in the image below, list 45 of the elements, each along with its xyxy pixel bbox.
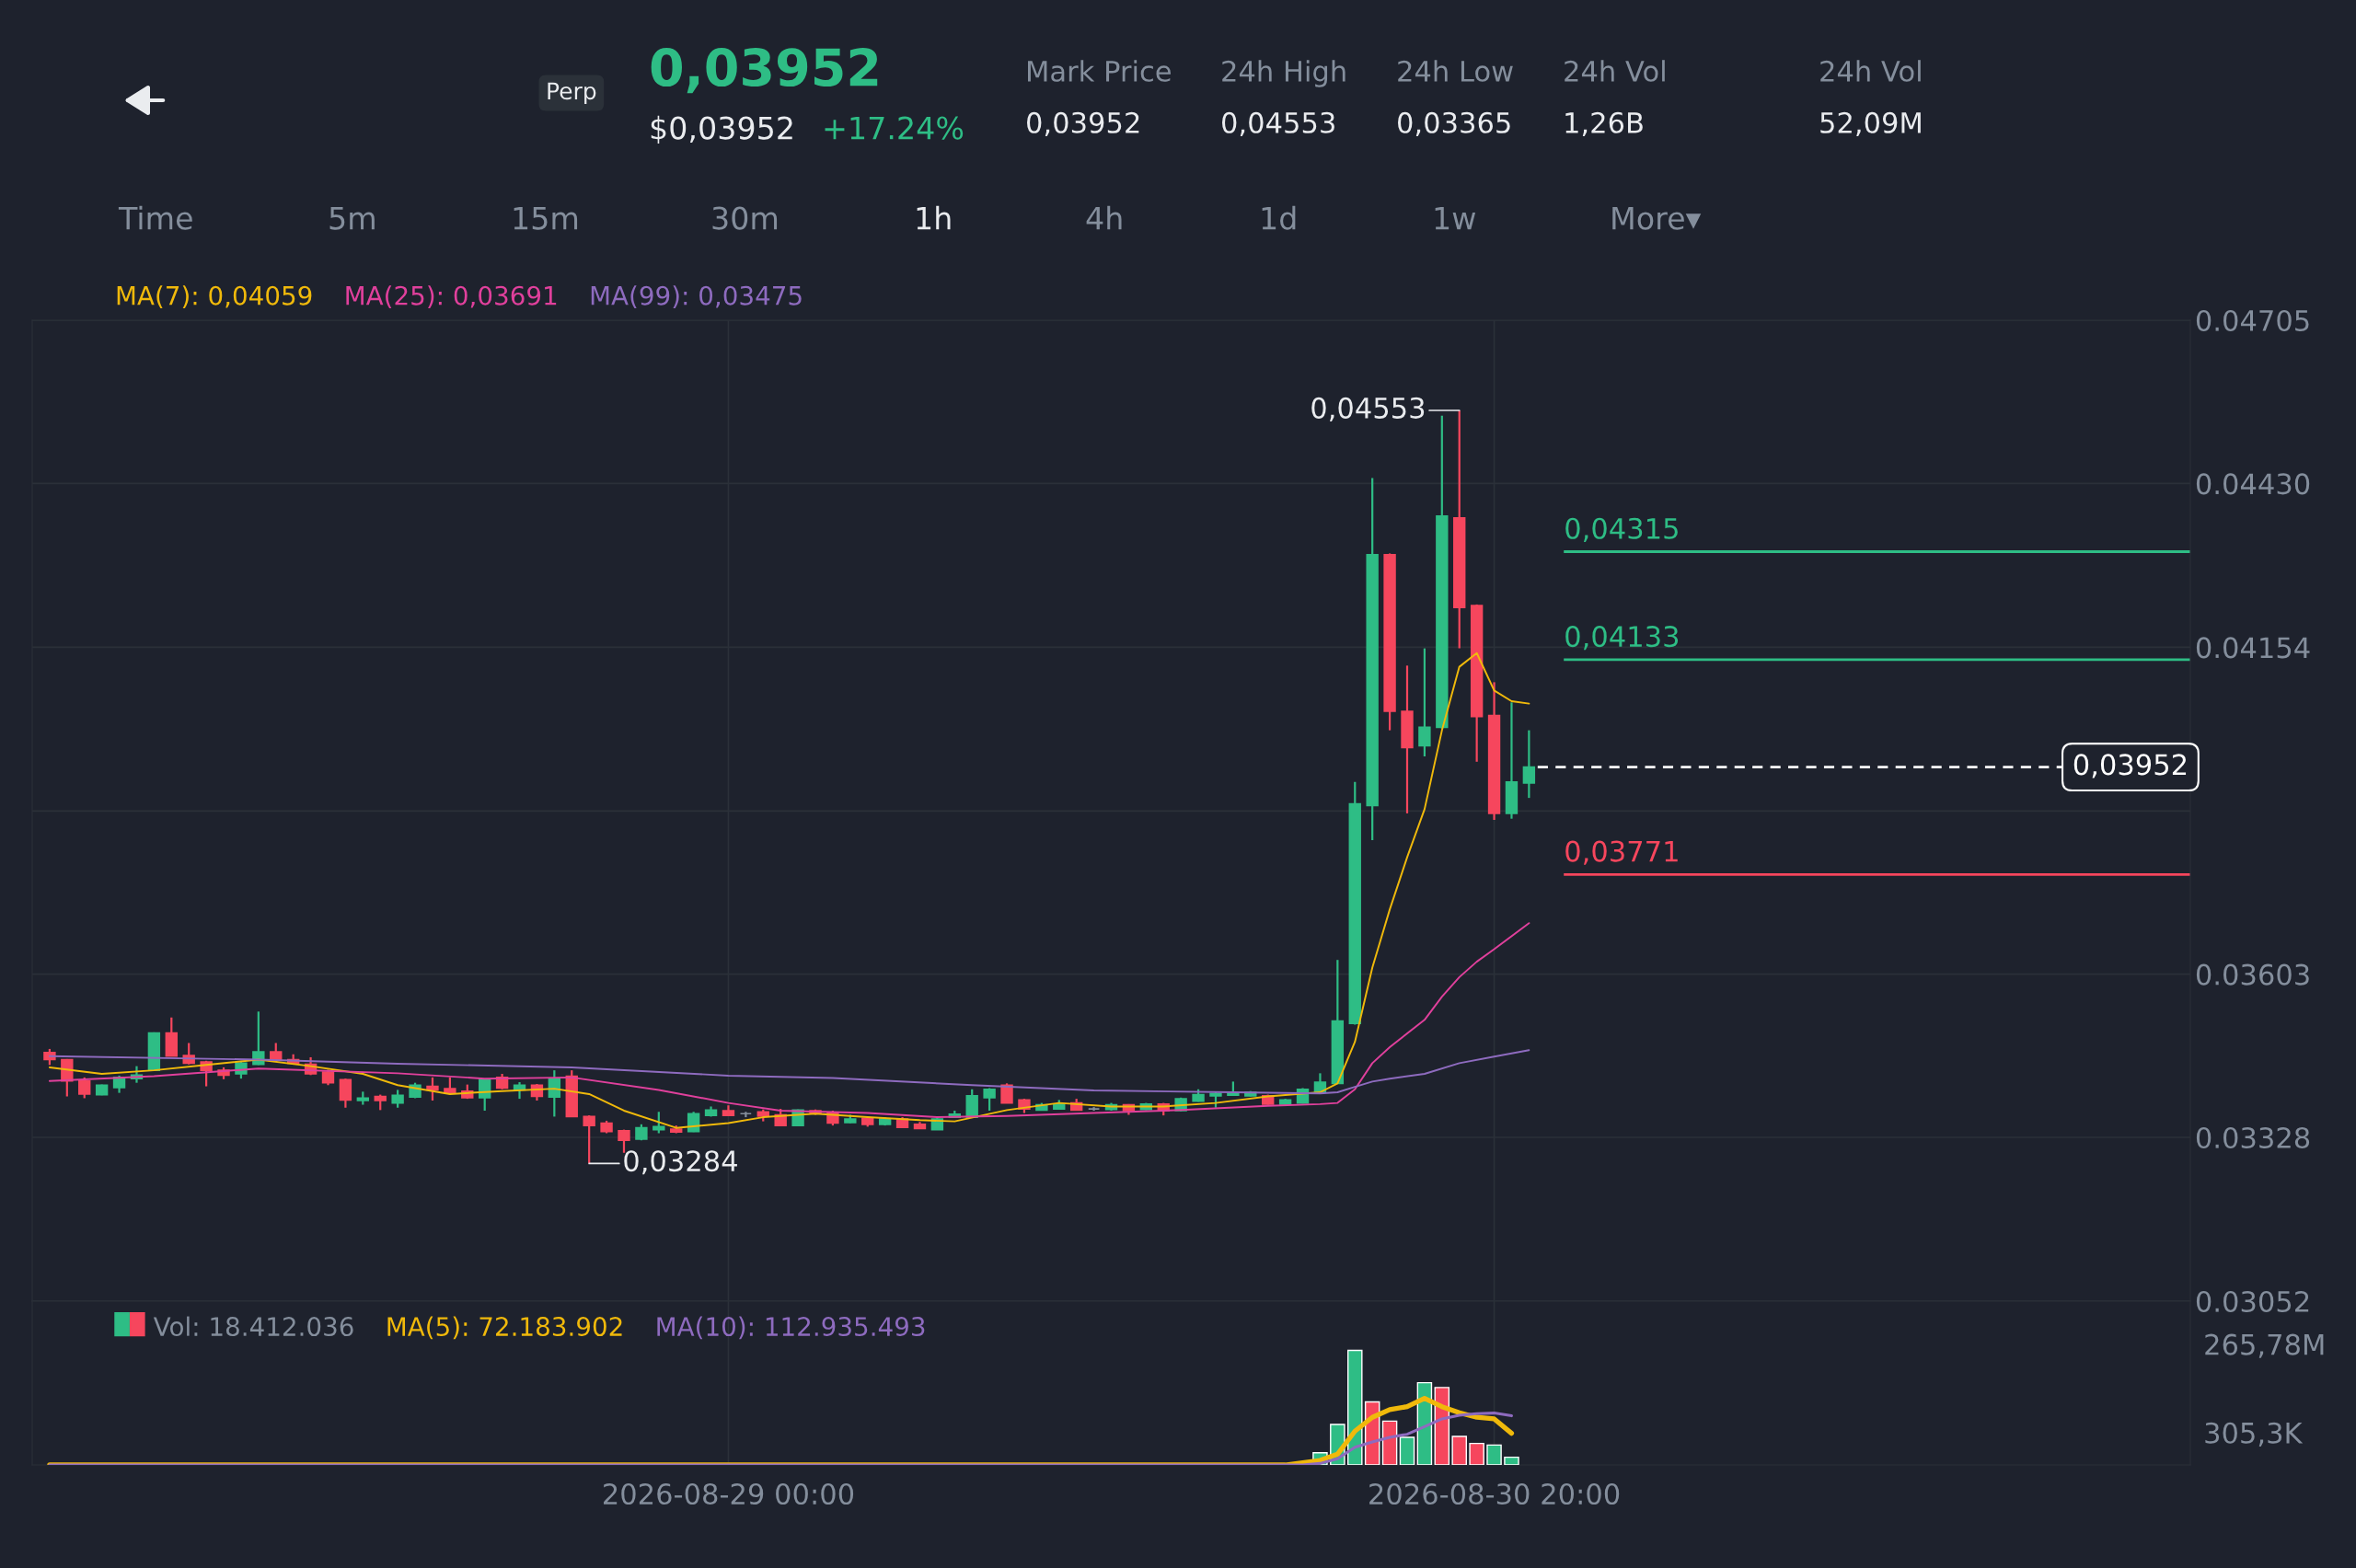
text: 1h xyxy=(917,205,951,230)
y-tick-label: 0.04154 xyxy=(2196,637,2310,659)
text: 0,04553 xyxy=(1222,111,1334,136)
x-tick-label: 2026-08-29 00:00 xyxy=(604,1482,854,1505)
text: MA(25): 0,03691 xyxy=(346,285,557,308)
text: 305,3K xyxy=(2205,1422,2304,1447)
ref-line-label: 0,03952 xyxy=(2073,754,2187,778)
text: MA(99): 0,03475 xyxy=(591,285,802,308)
text: 5m xyxy=(329,206,375,230)
y-tick-label: 0.03328 xyxy=(2196,1126,2310,1149)
text: MA(10): 112.935.493 xyxy=(657,1316,925,1340)
text: Time xyxy=(118,205,192,230)
text: 4h xyxy=(1086,205,1122,230)
ref-line-label: 0,04133 xyxy=(1565,626,1679,651)
text: MA(7): 0,04059 xyxy=(117,285,312,308)
text: 24h Vol xyxy=(1565,60,1665,82)
text: 1d xyxy=(1262,205,1296,230)
text: +17.24% xyxy=(825,116,964,140)
annotation: 0,04553 xyxy=(1311,397,1425,422)
text: 1,26B xyxy=(1565,111,1643,136)
text: 1w xyxy=(1435,206,1476,230)
y-tick-label: 0.03603 xyxy=(2196,963,2309,986)
text: $0,03952 xyxy=(651,115,792,144)
text: 265,78M xyxy=(2205,1333,2324,1358)
text: 24h Low xyxy=(1398,60,1513,82)
text: 24h Vol xyxy=(1820,60,1921,82)
text: Mark Price xyxy=(1028,60,1171,82)
text: 15m xyxy=(514,206,578,230)
annotation: 0,03284 xyxy=(624,1150,737,1175)
text: 24h High xyxy=(1222,60,1345,87)
ref-line-label: 0,03771 xyxy=(1565,840,1678,865)
y-tick-label: 0.03052 xyxy=(2196,1290,2309,1313)
text: 0,03952 xyxy=(651,48,878,94)
text: 0,03365 xyxy=(1398,111,1510,136)
text: MA(5): 72.183.902 xyxy=(387,1316,622,1340)
text: 0,03952 xyxy=(1027,111,1139,136)
ref-line-label: 0,04315 xyxy=(1565,517,1678,542)
text: More▾ xyxy=(1612,206,1702,230)
legend-label: Vol: 18.412.036 xyxy=(153,1316,353,1337)
text: 52,09M xyxy=(1820,111,1921,136)
x-tick-label: 2026-08-30 20:00 xyxy=(1369,1482,1620,1505)
text: Perp xyxy=(548,82,596,105)
text: 30m xyxy=(712,206,778,230)
y-tick-label: 0.04430 xyxy=(2196,473,2310,495)
y-tick-label: 0.04705 xyxy=(2196,309,2309,332)
